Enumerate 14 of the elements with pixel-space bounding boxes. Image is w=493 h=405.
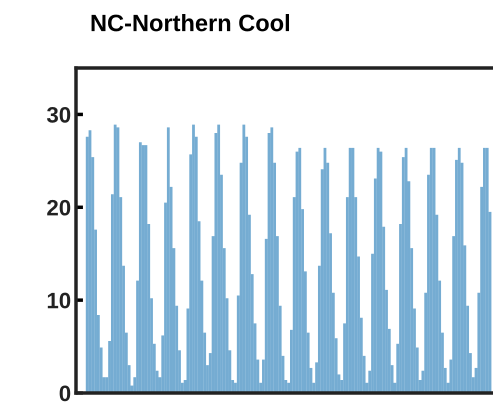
chart-title: NC-Northern Cool bbox=[92, 14, 289, 32]
y-tick-label: 20 bbox=[47, 200, 70, 216]
bar bbox=[348, 148, 352, 393]
bar bbox=[116, 127, 120, 393]
y-tick-label: 0 bbox=[60, 386, 70, 402]
y-tick-label: 10 bbox=[48, 292, 70, 308]
bar bbox=[376, 148, 380, 393]
bar bbox=[142, 145, 145, 393]
bar bbox=[483, 148, 486, 393]
bar bbox=[404, 148, 408, 393]
bar bbox=[432, 148, 436, 393]
bar bbox=[144, 145, 148, 393]
bar bbox=[380, 152, 382, 393]
y-tick-label: 30 bbox=[46, 106, 70, 123]
